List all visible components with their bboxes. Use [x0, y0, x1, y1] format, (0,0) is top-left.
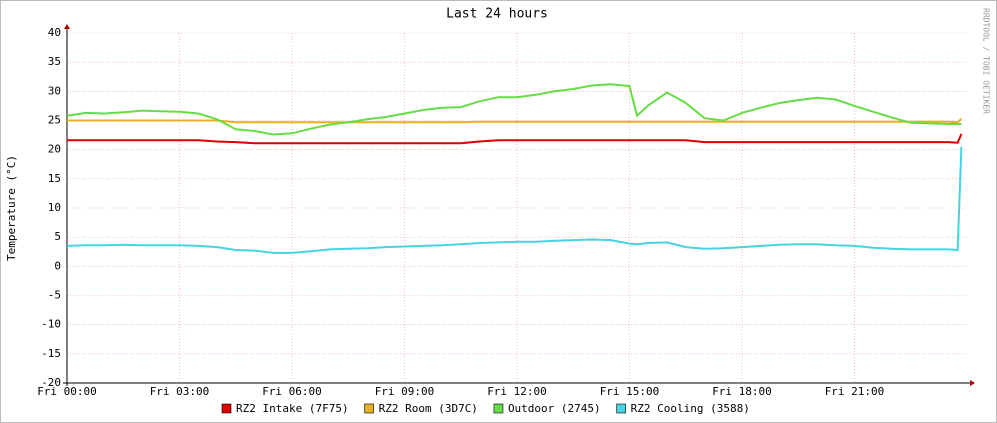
axis-arrow	[970, 380, 975, 386]
x-tick-label: Fri 00:00	[37, 385, 97, 398]
x-tick-label: Fri 03:00	[150, 385, 210, 398]
y-tick-label: -5	[48, 289, 61, 302]
y-tick-label: 15	[48, 172, 61, 185]
y-axis-label: Temperature (°C)	[5, 155, 18, 261]
series-line	[66, 83, 962, 136]
y-tick-label: 35	[48, 55, 61, 68]
y-tick-label: 25	[48, 114, 61, 127]
x-tick-label: Fri 21:00	[825, 385, 885, 398]
series-line	[66, 146, 963, 254]
y-tick-label: 5	[54, 230, 61, 243]
y-tick-label: -15	[41, 347, 61, 360]
x-tick-label: Fri 06:00	[262, 385, 322, 398]
legend-label: Outdoor (2745)	[508, 402, 601, 415]
x-tick-label: Fri 15:00	[600, 385, 660, 398]
legend-swatch	[616, 403, 626, 414]
y-tick-label: 0	[54, 259, 61, 272]
series-line	[67, 133, 963, 145]
y-tick-label: -20	[41, 376, 61, 389]
x-tick-label: Fri 12:00	[487, 385, 547, 398]
series-line	[67, 118, 963, 124]
legend-label: RZ2 Room (3D7C)	[379, 402, 478, 415]
legend-label: RZ2 Intake (7F75)	[236, 402, 349, 415]
watermark: RRDTOOL / TOBI OETIKER	[982, 8, 991, 114]
y-tick-label: 10	[48, 201, 61, 214]
legend-label: RZ2 Cooling (3588)	[631, 402, 750, 415]
legend-swatch	[221, 403, 232, 414]
y-tick-label: 30	[48, 84, 61, 97]
axis-arrow	[64, 24, 70, 29]
legend-swatch	[364, 403, 374, 414]
y-tick-label: 40	[48, 26, 61, 39]
legend-swatch	[493, 403, 504, 414]
chart-title: Last 24 hours	[446, 7, 548, 22]
x-tick-label: Fri 09:00	[375, 385, 435, 398]
y-tick-label: -10	[41, 318, 61, 331]
y-tick-label: 20	[48, 143, 61, 156]
x-tick-label: Fri 18:00	[712, 385, 772, 398]
